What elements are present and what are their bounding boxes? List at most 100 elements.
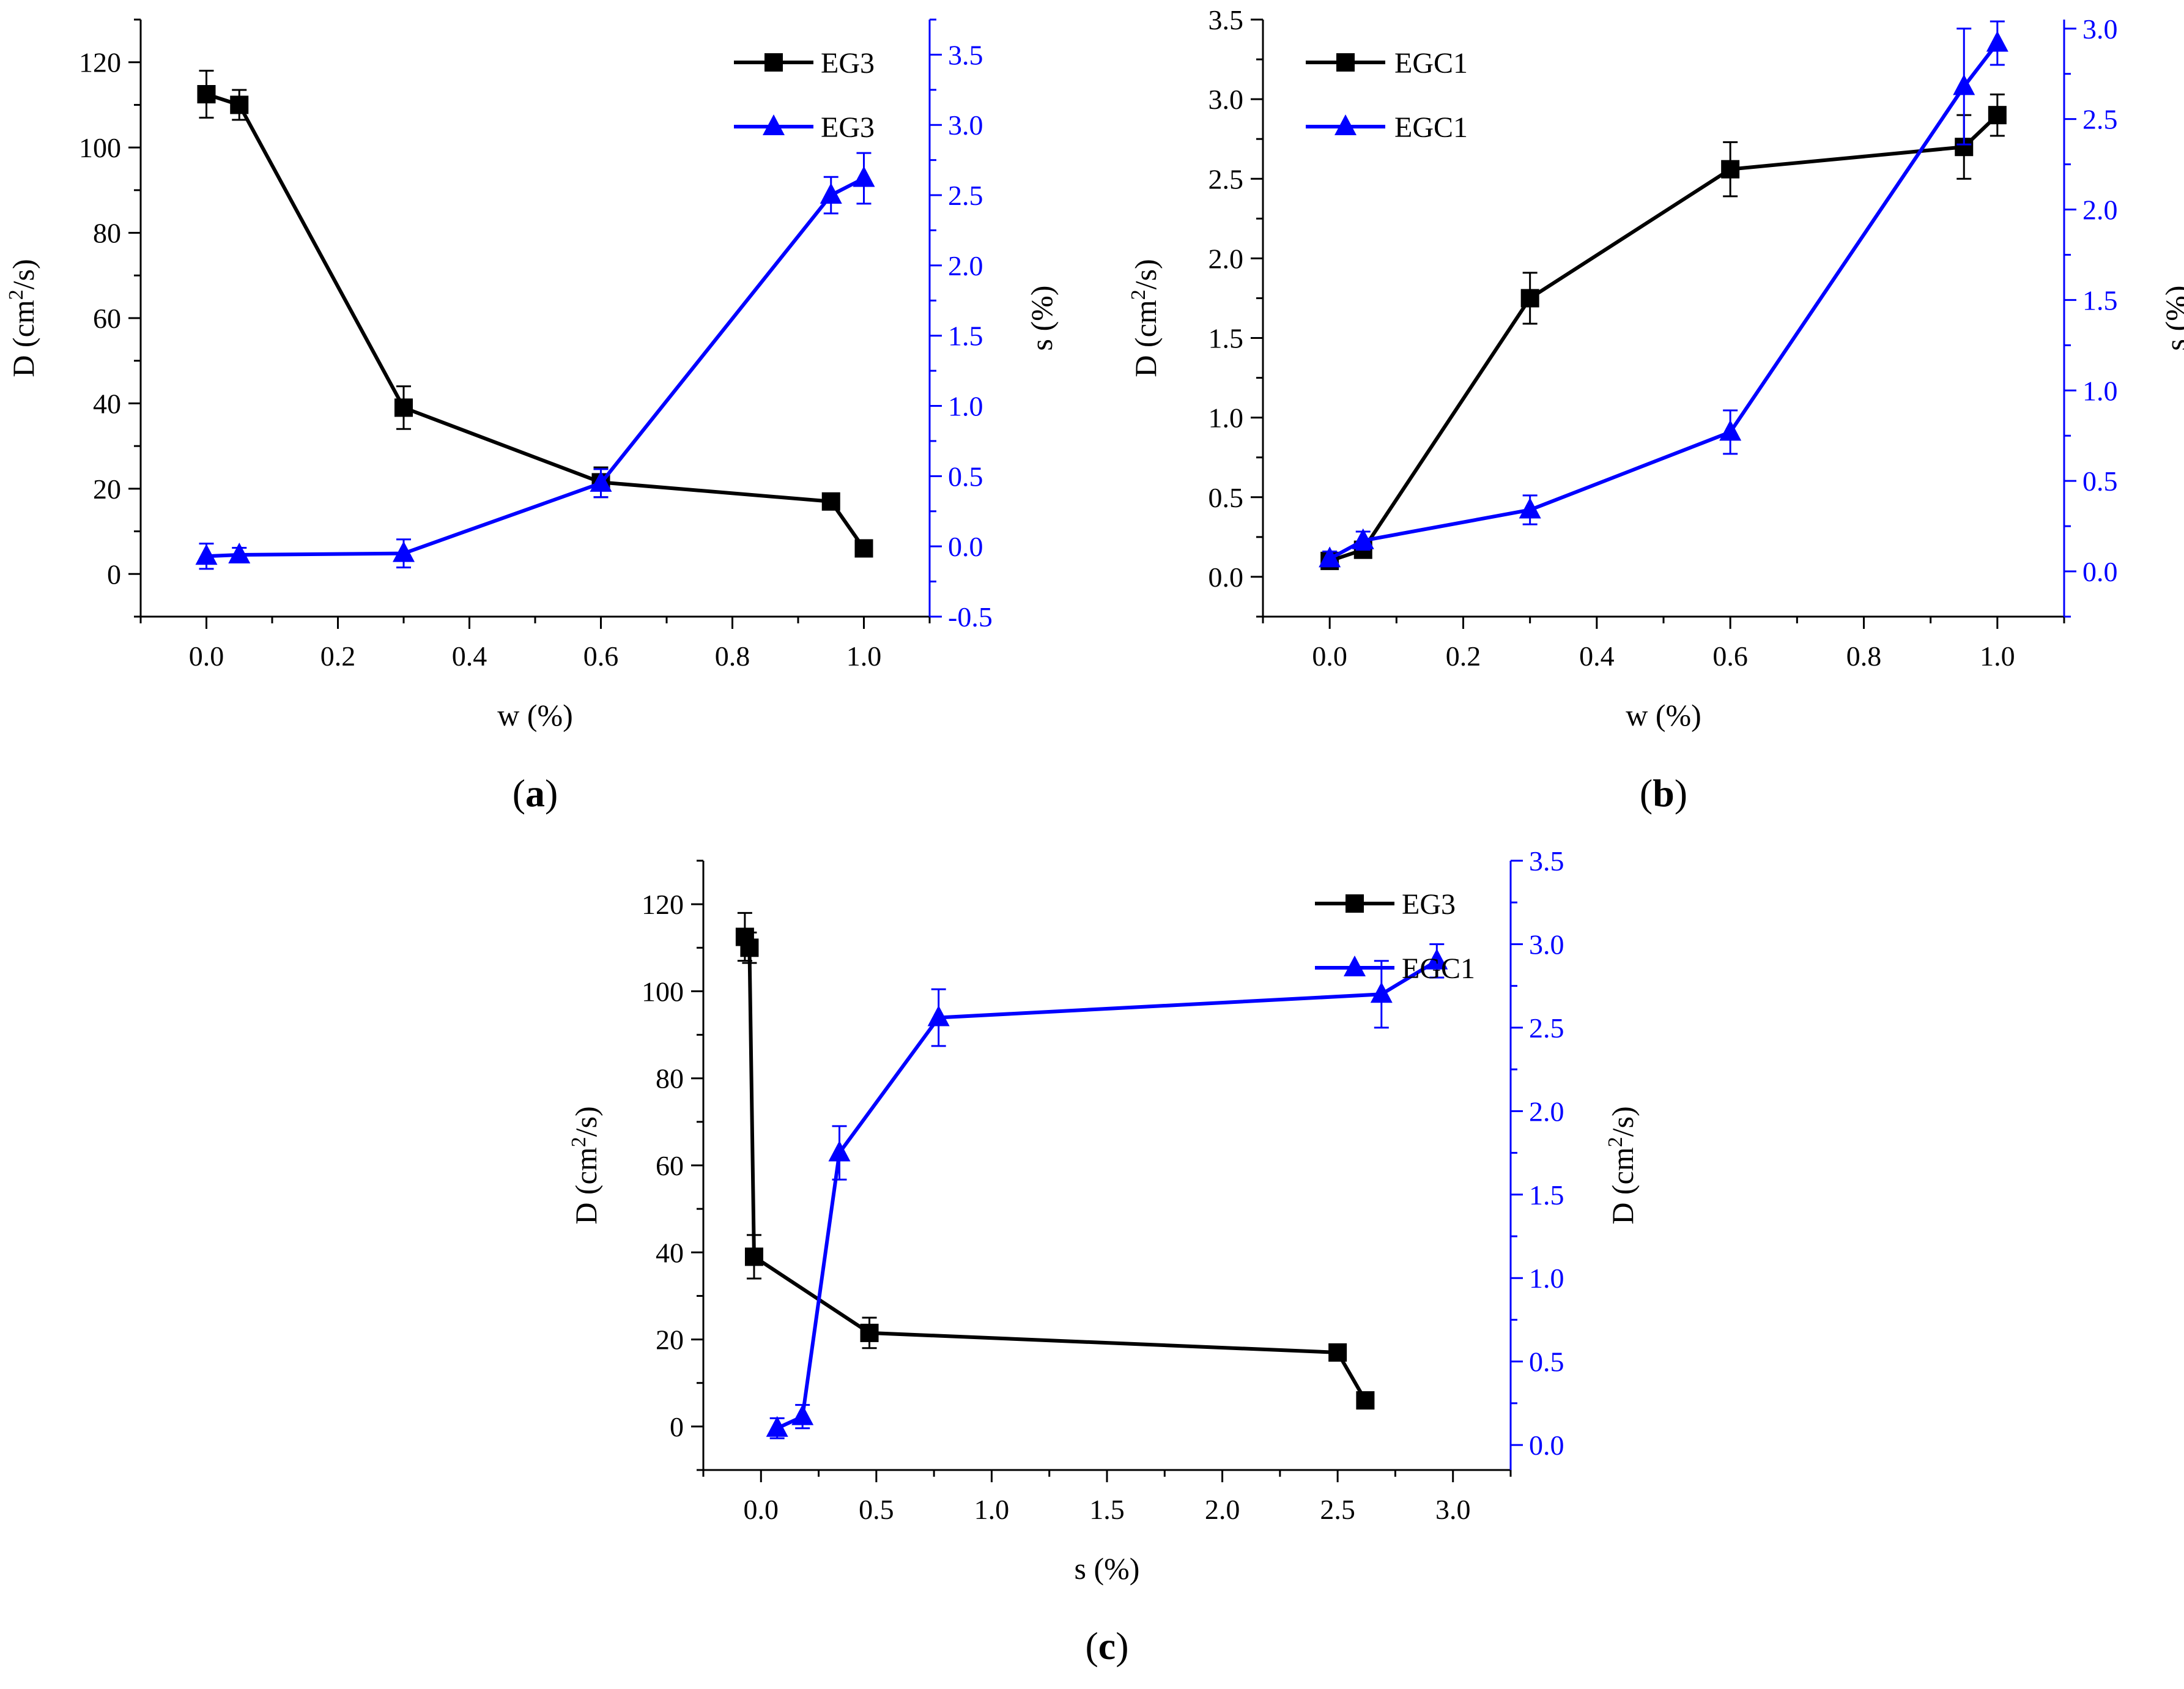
y-left-tick-label: 100 xyxy=(79,132,121,163)
y-right-tick-label: 2.0 xyxy=(2082,195,2118,226)
data-point-triangle xyxy=(1719,420,1742,441)
data-point-triangle xyxy=(1986,31,2008,52)
y-right-tick-label: 2.5 xyxy=(1529,1012,1564,1044)
series-line xyxy=(1329,113,1999,563)
legend-marker-triangle xyxy=(1334,114,1357,135)
x-tick-label: 1.5 xyxy=(1089,1494,1125,1525)
y-right-tick-label: 3.0 xyxy=(2082,13,2118,45)
panel-a: 0.0 0.2 0.4 0.6 0.8 1.0 0 20 40 60 80 100 120 -0.5 0.0… xyxy=(5,18,1059,815)
series-EG3-squares xyxy=(735,911,1375,1410)
y-left-tick-label: 60 xyxy=(656,1150,684,1181)
y-right-tick-label: 1.0 xyxy=(1529,1263,1564,1294)
data-point-square xyxy=(821,492,840,511)
panel-label: (c) xyxy=(1085,1624,1128,1668)
panel-b: 0.0 0.2 0.4 0.6 0.8 1.0 0.0 0.5 1.0 1.5 2.0 2.5 3.0 3… xyxy=(1127,4,2184,815)
y-right-tick-label: 3.0 xyxy=(948,110,983,141)
y-left-tick-label: 20 xyxy=(93,473,121,505)
legend-label: EG3 xyxy=(821,47,875,80)
series-EG3-triangles xyxy=(195,152,875,570)
y-right-tick-label: 0.0 xyxy=(2082,556,2118,587)
data-point-triangle xyxy=(820,183,842,204)
y-right-tick-label: 2.5 xyxy=(2082,104,2118,135)
x-tick-label: 2.5 xyxy=(1320,1494,1355,1525)
legend-label: EG3 xyxy=(821,111,875,144)
data-point-square xyxy=(1988,106,2007,125)
y-left-axis-title: D (cm2/s) xyxy=(568,1106,603,1224)
data-point-triangle xyxy=(1352,528,1374,549)
y-left-tick-label: 60 xyxy=(93,303,121,334)
x-tick-label: 0.5 xyxy=(859,1494,894,1525)
x-tick-label: 0.6 xyxy=(1712,640,1748,672)
y-left-tick-label: 2.5 xyxy=(1209,163,1244,195)
y-left-tick-label: 120 xyxy=(642,889,684,920)
y-right-tick-label: 0.0 xyxy=(948,531,983,562)
legend: EGC1 EGC1 xyxy=(1306,47,1468,144)
series-line xyxy=(206,176,865,559)
x-tick-label: 2.0 xyxy=(1205,1494,1240,1525)
x-tick-label: 1.0 xyxy=(846,640,882,672)
data-point-square xyxy=(744,1247,763,1266)
legend-marker-square xyxy=(764,53,783,72)
y-right-tick-label: 0.5 xyxy=(948,461,983,492)
y-left-tick-label: 0.5 xyxy=(1209,482,1244,513)
y-right-axis-title: s (%) xyxy=(1024,286,1059,351)
y-left-axis-title: D (cm2/s) xyxy=(5,259,40,377)
data-point-triangle xyxy=(791,1404,814,1425)
y-left-tick-label: 0.0 xyxy=(1209,562,1244,593)
data-point-triangle xyxy=(1519,497,1541,519)
x-tick-label: 1.0 xyxy=(974,1494,1010,1525)
y-right-tick-label: 3.0 xyxy=(1529,929,1564,960)
x-tick-label: 0.8 xyxy=(715,640,750,672)
data-point-triangle xyxy=(1319,546,1341,568)
series-EG3-squares xyxy=(197,70,873,558)
legend-marker-triangle xyxy=(763,114,785,135)
x-tick-label: 3.0 xyxy=(1435,1494,1471,1525)
legend-marker-square xyxy=(1336,53,1355,72)
panel-label: (a) xyxy=(513,771,558,815)
y-left-tick-label: 80 xyxy=(656,1063,684,1094)
data-point-square xyxy=(197,85,216,103)
x-tick-label: 0.8 xyxy=(1846,640,1882,672)
legend-label: EGC1 xyxy=(1394,47,1468,80)
legend: EG3 EG3 xyxy=(734,47,875,144)
x-tick-label: 0.0 xyxy=(1312,640,1347,672)
y-right-tick-label: 2.5 xyxy=(948,180,983,211)
y-right-tick-label: 2.0 xyxy=(1529,1096,1564,1127)
y-left-tick-label: 40 xyxy=(656,1237,684,1268)
data-point-square xyxy=(860,1323,879,1342)
y-right-tick-label: 3.5 xyxy=(948,39,983,70)
data-point-square xyxy=(230,95,249,114)
data-point-triangle xyxy=(590,470,612,492)
data-point-square xyxy=(1721,160,1740,179)
legend-label: EGC1 xyxy=(1402,952,1475,985)
data-point-triangle xyxy=(228,542,251,563)
y-left-tick-label: 2.0 xyxy=(1209,243,1244,274)
x-tick-label: 0.4 xyxy=(452,640,487,672)
y-right-tick-label: 0.0 xyxy=(1529,1430,1564,1461)
data-point-square xyxy=(1520,289,1539,308)
y-right-tick-label: 1.5 xyxy=(948,321,983,352)
x-axis-title: s (%) xyxy=(1075,1551,1140,1586)
data-point-square xyxy=(1328,1343,1347,1362)
x-tick-label: 0.0 xyxy=(189,640,224,672)
data-point-triangle xyxy=(927,1005,950,1026)
x-tick-label: 0.4 xyxy=(1579,640,1615,672)
data-point-triangle xyxy=(393,541,415,562)
y-right-tick-label: 0.5 xyxy=(1529,1346,1564,1378)
series-EGC1-triangles xyxy=(766,943,1448,1439)
y-left-tick-label: 1.0 xyxy=(1209,403,1244,434)
y-left-tick-label: 3.5 xyxy=(1209,4,1244,35)
x-tick-label: 0.0 xyxy=(744,1494,779,1525)
data-point-triangle xyxy=(195,544,218,565)
series-EGC1-triangles xyxy=(1319,20,2008,568)
data-point-square xyxy=(1356,1391,1375,1410)
series-line xyxy=(205,92,865,550)
y-left-tick-label: 20 xyxy=(656,1324,684,1356)
y-right-tick-label: 1.0 xyxy=(948,391,983,422)
y-right-tick-label: 0.5 xyxy=(2082,466,2118,497)
y-right-axis-title: s (%) xyxy=(2159,286,2184,351)
y-right-tick-label: 3.5 xyxy=(1529,845,1564,877)
y-left-tick-label: 0 xyxy=(670,1411,684,1442)
y-left-tick-label: 80 xyxy=(93,218,121,249)
legend-marker-triangle xyxy=(1344,956,1366,976)
